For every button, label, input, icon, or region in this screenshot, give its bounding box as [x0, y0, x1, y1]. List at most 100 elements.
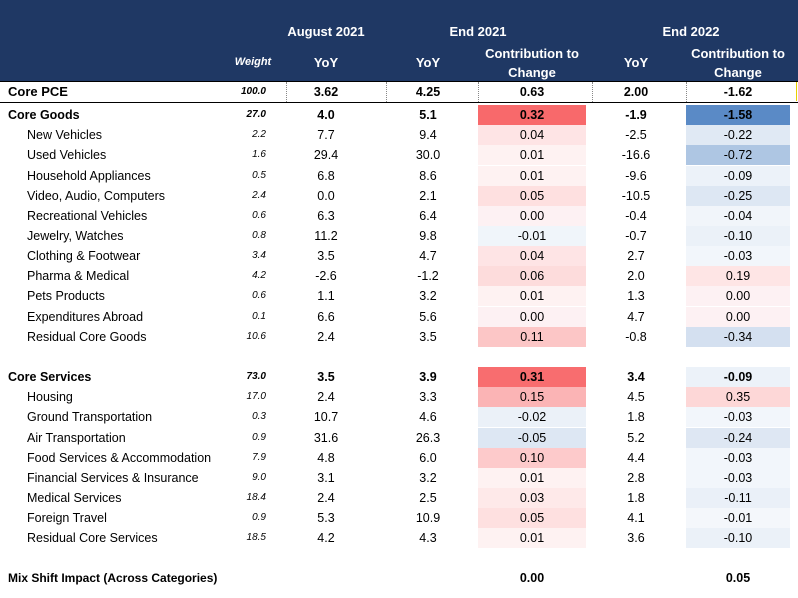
- yoy-2022-cell: 3.4: [627, 370, 645, 384]
- yoy-2022-cell: 4.7: [627, 310, 645, 324]
- table-row: Household Appliances 0.5 6.8 8.6 0.01 -9.6 -0.…: [0, 166, 798, 186]
- contrib-2021-cell: 0.15: [478, 387, 586, 407]
- contrib-2021-cell: 0.06: [478, 266, 586, 286]
- col-yoy-2021: YoY: [415, 55, 441, 70]
- weight-cell: 100.0: [240, 86, 266, 97]
- yoy-aug-cell: 3.5: [317, 249, 335, 263]
- yoy-aug-cell: 10.7: [313, 410, 339, 424]
- yoy-aug-cell: 3.62: [313, 85, 339, 99]
- row-label: Mix Shift Impact (Across Categories): [8, 571, 218, 585]
- yoy-aug-cell: 3.5: [317, 370, 335, 384]
- yoy-2022-cell: 1.3: [627, 289, 645, 303]
- contrib-2021-cell: 0.10: [478, 448, 586, 468]
- contrib-2021-cell: 0.00: [478, 307, 586, 327]
- yoy-2021-cell: 4.7: [419, 249, 437, 263]
- weight-cell: 2.4: [252, 190, 266, 201]
- yoy-2021-cell: 6.0: [419, 451, 437, 465]
- contrib-2022-cell: -0.22: [686, 125, 790, 145]
- yoy-2021-cell: 8.6: [419, 169, 437, 183]
- weight-cell: 0.1: [252, 311, 266, 322]
- yoy-aug-cell: 2.4: [317, 491, 335, 505]
- contrib-2022-cell: 0.19: [686, 266, 790, 286]
- yoy-2021-cell: 4.6: [419, 410, 437, 424]
- yoy-2022-cell: 1.8: [627, 410, 645, 424]
- yoy-2021-cell: 9.8: [419, 229, 437, 243]
- weight-cell: 1.6: [252, 149, 266, 160]
- row-label: Used Vehicles: [27, 148, 107, 162]
- row-label: Recreational Vehicles: [27, 209, 148, 223]
- table-row: Used Vehicles 1.6 29.4 30.0 0.01 -16.6 -0.72: [0, 145, 798, 165]
- yoy-2021-cell: 4.25: [415, 85, 441, 99]
- row-label: Household Appliances: [27, 169, 151, 183]
- contrib-2022-cell: -0.11: [686, 488, 790, 508]
- contrib-2022-cell: 0.00: [686, 286, 790, 306]
- contrib-2021-cell: 0.01: [478, 468, 586, 488]
- yoy-aug-cell: 29.4: [313, 148, 339, 162]
- row-label: New Vehicles: [27, 128, 103, 142]
- table-row: Recreational Vehicles 0.6 6.3 6.4 0.00 -0.4 -0…: [0, 206, 798, 226]
- weight-cell: 4.2: [252, 270, 266, 281]
- col-weight: Weight: [234, 56, 272, 68]
- row-label: Clothing & Footwear: [27, 249, 141, 263]
- table-row: Pets Products 0.6 1.1 3.2 0.01 1.3 0.00: [0, 286, 798, 306]
- column-divider: [478, 82, 479, 102]
- yoy-2022-cell: 4.1: [627, 511, 645, 525]
- yoy-aug-cell: 0.0: [317, 189, 335, 203]
- yoy-2021-cell: 2.5: [419, 491, 437, 505]
- contrib-2022-cell: -0.34: [686, 327, 790, 347]
- yoy-2022-cell: 4.4: [627, 451, 645, 465]
- row-label: Pets Products: [27, 289, 105, 303]
- row-label: Core Goods: [8, 108, 80, 122]
- contrib-2021-cell: 0.04: [478, 246, 586, 266]
- contrib-2022-cell: 0.00: [686, 307, 790, 327]
- yoy-2022-cell: [592, 568, 680, 588]
- yoy-2022-cell: 4.5: [627, 390, 645, 404]
- contrib-2021-cell: 0.01: [478, 286, 586, 306]
- contrib-2022-cell: 0.35: [686, 387, 790, 407]
- yoy-2021-cell: 3.5: [419, 330, 437, 344]
- row-label: Medical Services: [27, 491, 122, 505]
- yoy-2021-cell: 3.2: [419, 471, 437, 485]
- yoy-aug-cell: [286, 568, 366, 588]
- contrib-2022-cell: -0.25: [686, 186, 790, 206]
- contrib-2021-cell: -0.05: [478, 428, 586, 448]
- weight-cell: 0.3: [252, 411, 266, 422]
- contrib-2021-cell: 0.63: [519, 85, 545, 99]
- table-row: New Vehicles 2.2 7.7 9.4 0.04 -2.5 -0.22: [0, 125, 798, 145]
- yoy-aug-cell: 11.2: [314, 229, 338, 243]
- table-row: Residual Core Services 18.5 4.2 4.3 0.01 3.6 -…: [0, 528, 798, 548]
- yoy-2022-cell: -9.6: [625, 169, 647, 183]
- weight-cell: 0.5: [252, 170, 266, 181]
- contrib-2022-cell: -0.04: [686, 206, 790, 226]
- contrib-2021-cell: 0.04: [478, 125, 586, 145]
- yoy-2022-cell: -10.5: [621, 189, 651, 203]
- table-row: Core PCE 100.0 3.62 4.25 0.63 2.00 -1.62: [0, 81, 798, 103]
- yoy-2021-cell: 5.1: [419, 108, 437, 122]
- row-label: Jewelry, Watches: [27, 229, 124, 243]
- yoy-2022-cell: -0.8: [625, 330, 647, 344]
- yoy-2021-cell: 6.4: [419, 209, 437, 223]
- contrib-2022-cell: -0.03: [686, 468, 790, 488]
- yoy-2022-cell: 2.0: [627, 269, 645, 283]
- contrib-2021-cell: 0.05: [478, 508, 586, 528]
- weight-cell: 2.2: [252, 129, 266, 140]
- column-divider: [286, 82, 287, 102]
- yoy-aug-cell: 2.4: [317, 330, 335, 344]
- yoy-aug-cell: 1.1: [317, 289, 335, 303]
- yoy-aug-cell: 4.8: [317, 451, 335, 465]
- table-row: Expenditures Abroad 0.1 6.6 5.6 0.00 4.7 0.00: [0, 307, 798, 327]
- weight-cell: 3.4: [252, 250, 266, 261]
- yoy-2021-cell: 5.6: [419, 310, 437, 324]
- row-label: Financial Services & Insurance: [27, 471, 199, 485]
- yoy-2021-cell: 3.9: [419, 370, 437, 384]
- group-end-2022: End 2022: [662, 24, 720, 39]
- contrib-2022-cell: 0.05: [725, 571, 751, 585]
- weight-cell: 0.6: [252, 210, 266, 221]
- column-divider: [386, 82, 387, 102]
- contrib-2021-cell: 0.32: [478, 105, 586, 125]
- yoy-2021-cell: 10.9: [415, 511, 441, 525]
- weight-cell: 18.4: [246, 492, 266, 503]
- contrib-2021-cell: 0.01: [478, 145, 586, 165]
- table-row: Ground Transportation 0.3 10.7 4.6 -0.02 1.8 -…: [0, 407, 798, 427]
- yoy-2022-cell: -0.4: [625, 209, 647, 223]
